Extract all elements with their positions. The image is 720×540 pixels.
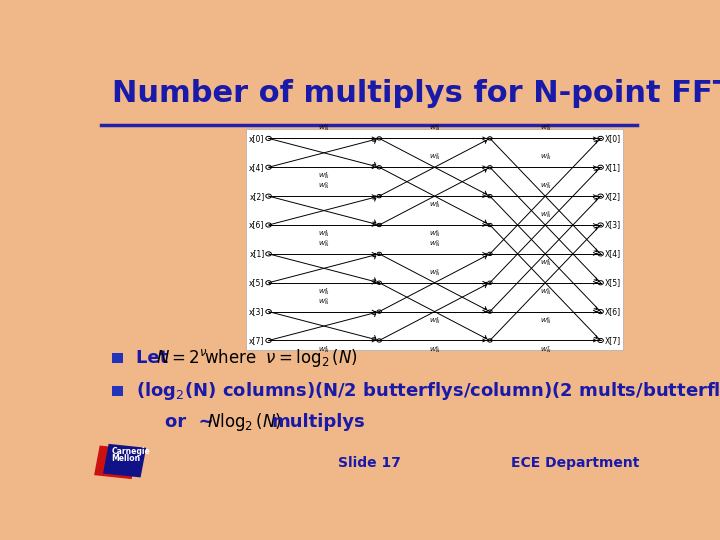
Text: Mellon: Mellon (111, 454, 140, 463)
Text: $N\log_2(N)$: $N\log_2(N)$ (207, 411, 282, 434)
Text: x[5]: x[5] (249, 278, 265, 287)
Text: Number of multiplys for N-point FFTs: Number of multiplys for N-point FFTs (112, 79, 720, 109)
Text: $W_N^{1}$: $W_N^{1}$ (539, 152, 551, 163)
Text: X[0]: X[0] (605, 134, 621, 143)
Text: $W_N^{4}$: $W_N^{4}$ (539, 257, 551, 268)
Text: $W_N^{0}$: $W_N^{0}$ (318, 296, 330, 307)
Text: x[7]: x[7] (249, 336, 265, 345)
Text: $W_N^{7}$: $W_N^{7}$ (539, 344, 551, 355)
Text: $W_N^{4}$: $W_N^{4}$ (318, 171, 330, 181)
Text: $W_N^{0}$: $W_N^{0}$ (429, 238, 440, 249)
Text: x[1]: x[1] (249, 249, 265, 258)
Text: X[3]: X[3] (605, 220, 621, 230)
Text: $W_N^{4}$: $W_N^{4}$ (429, 315, 440, 326)
Bar (94, 446, 138, 479)
Text: $W_N^{2}$: $W_N^{2}$ (429, 267, 440, 278)
Text: $W_N^{5}$: $W_N^{5}$ (539, 286, 551, 297)
Text: or  ~: or ~ (166, 414, 220, 431)
Text: $W_N^{2}$: $W_N^{2}$ (429, 152, 440, 163)
Text: X[1]: X[1] (605, 163, 621, 172)
Text: x[0]: x[0] (249, 134, 265, 143)
Bar (112, 353, 124, 363)
Text: multiplys: multiplys (271, 414, 365, 431)
Text: $W_N^{4}$: $W_N^{4}$ (429, 199, 440, 210)
Text: X[7]: X[7] (605, 336, 621, 345)
Text: x[4]: x[4] (249, 163, 265, 172)
Text: X[6]: X[6] (605, 307, 621, 316)
Text: $W_N^{0}$: $W_N^{0}$ (318, 123, 330, 133)
Text: $W_N^{4}$: $W_N^{4}$ (318, 344, 330, 355)
Text: (log$_2$(N) columns)(N/2 butterflys/column)(2 mults/butterfly): (log$_2$(N) columns)(N/2 butterflys/colu… (136, 380, 720, 402)
Text: $W_N^{6}$: $W_N^{6}$ (539, 315, 551, 326)
Text: $W_N^{0}$: $W_N^{0}$ (318, 180, 330, 191)
Text: x[6]: x[6] (249, 220, 265, 230)
Text: x[3]: x[3] (249, 307, 265, 316)
Text: $W_N^{3}$: $W_N^{3}$ (539, 209, 551, 220)
Text: $W_N^{0}$: $W_N^{0}$ (539, 123, 551, 133)
Text: Carnegie: Carnegie (111, 447, 150, 456)
Text: X[2]: X[2] (605, 192, 621, 201)
Text: ECE Department: ECE Department (511, 456, 639, 470)
Text: where  $\nu = \log_2(N)$: where $\nu = \log_2(N)$ (204, 347, 359, 369)
Text: $W_N^{0}$: $W_N^{0}$ (429, 123, 440, 133)
Bar (246, 129, 623, 349)
Text: Let: Let (136, 349, 175, 367)
Text: Slide 17: Slide 17 (338, 456, 400, 470)
Text: $W_N^{0}$: $W_N^{0}$ (318, 238, 330, 249)
Text: $W_N^{4}$: $W_N^{4}$ (318, 228, 330, 239)
Text: $W_N^{2}$: $W_N^{2}$ (539, 180, 551, 191)
Text: X[4]: X[4] (605, 249, 621, 258)
Text: $W_N^{6}$: $W_N^{6}$ (429, 228, 440, 239)
Text: x[2]: x[2] (249, 192, 265, 201)
Text: $W_N^{4}$: $W_N^{4}$ (318, 286, 330, 297)
Text: $N = 2^{\nu}$: $N = 2^{\nu}$ (156, 349, 207, 367)
Bar (103, 444, 146, 477)
Text: X[5]: X[5] (605, 278, 621, 287)
Text: $W_N^{6}$: $W_N^{6}$ (429, 344, 440, 355)
Bar (112, 386, 124, 396)
